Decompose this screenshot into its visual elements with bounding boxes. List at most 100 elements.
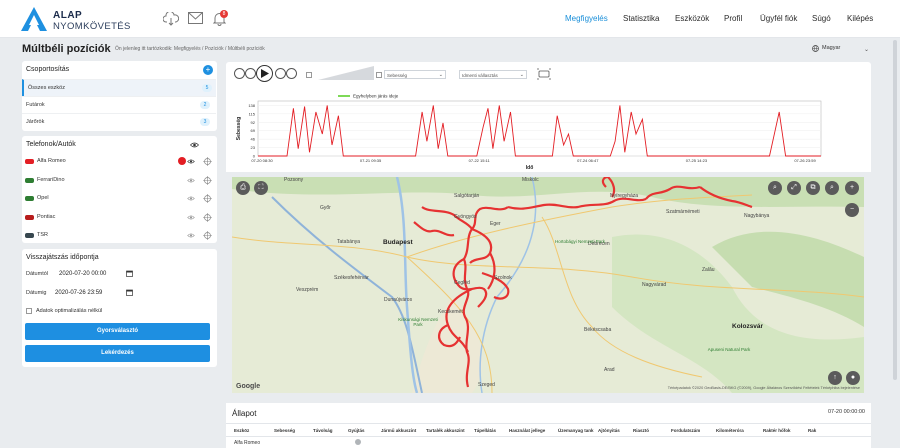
eye-icon[interactable] bbox=[187, 196, 195, 201]
group-item-futarok[interactable]: Futárok 2 bbox=[22, 96, 216, 113]
car-fit-icon[interactable] bbox=[537, 68, 551, 80]
nav-megfigyeles[interactable]: Megfigyelés bbox=[565, 14, 608, 23]
zoom-search-icon[interactable]: ⌕ bbox=[768, 181, 782, 195]
breadcrumb: Ön jelenleg itt tartózkodik: Megfigyelés… bbox=[115, 46, 265, 52]
language-selector[interactable]: Magyar bbox=[822, 45, 841, 51]
status-column-header[interactable]: Kilométeróra bbox=[716, 428, 744, 433]
y-tick-label: 138 bbox=[248, 103, 255, 108]
map-label: Szeged bbox=[478, 382, 495, 388]
location-pin-icon[interactable]: ● bbox=[846, 371, 860, 385]
zoom-in-icon[interactable]: + bbox=[845, 181, 859, 195]
status-column-header[interactable]: Használat jellege bbox=[509, 428, 546, 433]
speed-plus-button[interactable] bbox=[376, 72, 382, 78]
metric-select[interactable]: Sebesség ⌄ bbox=[384, 70, 446, 79]
step-back-button[interactable] bbox=[245, 68, 256, 79]
color-swatch[interactable] bbox=[178, 157, 186, 165]
groups-panel: Csoportosítás + Összes eszköz 5 Futárok … bbox=[22, 61, 217, 131]
eye-icon[interactable] bbox=[187, 178, 195, 183]
quick-select-button[interactable]: Gyorsválasztó bbox=[25, 323, 210, 340]
status-column-header[interactable]: Raktér hőfok bbox=[763, 428, 791, 433]
zoom-in-search-icon[interactable]: ⌕ bbox=[825, 181, 839, 195]
page-scrollbar[interactable] bbox=[893, 40, 897, 380]
map-label: Budapest bbox=[383, 239, 413, 246]
app-logo[interactable]: ALAP NYOMKÖVETÉS bbox=[20, 6, 300, 32]
chart-plot-area bbox=[257, 100, 822, 157]
device-row[interactable]: Opel bbox=[22, 190, 216, 208]
calendar-icon[interactable] bbox=[126, 289, 133, 296]
map-view[interactable]: Pozsony Budapest Győr Tatabánya Gyöngyös… bbox=[232, 177, 864, 393]
status-column-header[interactable]: Ajtónyitás bbox=[598, 428, 620, 433]
status-column-header[interactable]: Eszköz bbox=[234, 428, 250, 433]
device-row[interactable]: Alfa Romeo bbox=[22, 153, 216, 171]
crosshair-icon[interactable] bbox=[203, 194, 212, 203]
legend-label[interactable]: Egyhelyben járás ideje bbox=[353, 94, 399, 99]
play-button[interactable] bbox=[256, 65, 273, 82]
time-select-value: Idmenti vállasztás bbox=[462, 73, 498, 78]
device-row[interactable]: Pontiac bbox=[22, 209, 216, 227]
car-icon bbox=[25, 214, 34, 220]
device-name: Pontiac bbox=[37, 213, 56, 220]
map-label: Szolnok bbox=[494, 275, 512, 281]
map-label: Arad bbox=[604, 367, 615, 373]
eye-icon[interactable] bbox=[187, 159, 195, 164]
eye-icon[interactable] bbox=[187, 233, 195, 238]
device-row[interactable]: TSR bbox=[22, 227, 216, 245]
status-column-header[interactable]: Jármű akkuszint bbox=[381, 428, 417, 433]
status-column-header[interactable]: Üzemanyag tank bbox=[558, 428, 594, 433]
status-column-header[interactable]: Sebesség bbox=[274, 428, 296, 433]
expand-icon[interactable]: ⤢ bbox=[787, 181, 801, 195]
chevron-down-icon[interactable]: ⌄ bbox=[864, 47, 870, 53]
query-button[interactable]: Lekérdezés bbox=[25, 345, 210, 362]
x-tick-label: 07-25 14:23 bbox=[686, 158, 708, 163]
step-forward-button[interactable] bbox=[275, 68, 286, 79]
map-label: Nyíregyháza bbox=[610, 193, 639, 199]
crosshair-icon[interactable] bbox=[203, 231, 212, 240]
x-tick-label: 07-21 09:35 bbox=[360, 158, 382, 163]
status-column-header[interactable]: Távolság bbox=[313, 428, 333, 433]
status-column-header[interactable]: Fordulatszám bbox=[671, 428, 701, 433]
x-tick-label: 07-26 23:59 bbox=[794, 158, 816, 163]
status-column-header[interactable]: Tartalék akkuszint bbox=[426, 428, 465, 433]
nav-kilepes[interactable]: Kilépés bbox=[847, 14, 874, 23]
crosshair-icon[interactable] bbox=[203, 212, 212, 222]
crop-icon[interactable]: ⧉ bbox=[806, 181, 820, 195]
speed-minus-button[interactable] bbox=[306, 72, 312, 78]
fullscreen-icon[interactable]: ⛶ bbox=[254, 181, 268, 195]
nav-sugo[interactable]: Súgó bbox=[812, 14, 831, 23]
cloud-download-icon[interactable] bbox=[163, 12, 179, 26]
device-name: Opel bbox=[37, 195, 49, 201]
nav-ugyfel-fiok[interactable]: Ügyfél fiók bbox=[760, 14, 798, 23]
speed-slider[interactable] bbox=[318, 66, 374, 80]
nav-statisztika[interactable]: Statisztika bbox=[623, 14, 660, 23]
speed-chart-svg: 0 23 46 69 92 115 138 07-20 08:30 07-21 09:35 07-… bbox=[236, 94, 822, 171]
zoom-out-icon[interactable]: − bbox=[845, 203, 859, 217]
print-icon[interactable]: ⎙ bbox=[236, 181, 250, 195]
x-tick-label: 07-24 06:47 bbox=[577, 158, 599, 163]
status-column-header[interactable]: Gyújtás bbox=[348, 428, 365, 433]
eye-icon[interactable] bbox=[190, 142, 199, 148]
map-attribution[interactable]: Térképadatok ©2020 GeoBasis-DE/BKG (©200… bbox=[667, 386, 860, 390]
navigate-up-icon[interactable]: ↑ bbox=[828, 371, 842, 385]
nav-eszkozok[interactable]: Eszközök bbox=[675, 14, 710, 23]
time-select[interactable]: Idmenti vállasztás ⌄ bbox=[459, 70, 527, 79]
group-item-osszes[interactable]: Összes eszköz 5 bbox=[22, 79, 216, 96]
nav-profil[interactable]: Profil bbox=[724, 14, 743, 23]
status-column-header[interactable]: Tápellátás bbox=[474, 428, 497, 433]
skip-to-end-button[interactable] bbox=[286, 68, 297, 79]
eye-icon[interactable] bbox=[187, 215, 195, 220]
status-column-header[interactable]: Riasztó bbox=[633, 428, 650, 433]
skip-to-start-button[interactable] bbox=[234, 68, 245, 79]
globe-icon[interactable] bbox=[812, 45, 819, 52]
device-row[interactable]: FerrariDino bbox=[22, 172, 216, 190]
add-group-icon[interactable]: + bbox=[203, 65, 213, 75]
from-date-input[interactable]: 2020-07-20 00:00 bbox=[59, 271, 107, 277]
to-date-input[interactable]: 2020-07-26 23:59 bbox=[55, 290, 103, 296]
logo-text-line2: NYOMKÖVETÉS bbox=[53, 21, 131, 32]
crosshair-icon[interactable] bbox=[203, 157, 212, 166]
status-column-header[interactable]: Rak bbox=[808, 428, 817, 433]
crosshair-icon[interactable] bbox=[203, 175, 212, 185]
mail-icon[interactable] bbox=[188, 12, 203, 24]
optimization-checkbox[interactable] bbox=[26, 308, 32, 314]
calendar-icon[interactable] bbox=[126, 270, 133, 277]
group-item-jarorok[interactable]: Járőrök 3 bbox=[22, 113, 216, 130]
